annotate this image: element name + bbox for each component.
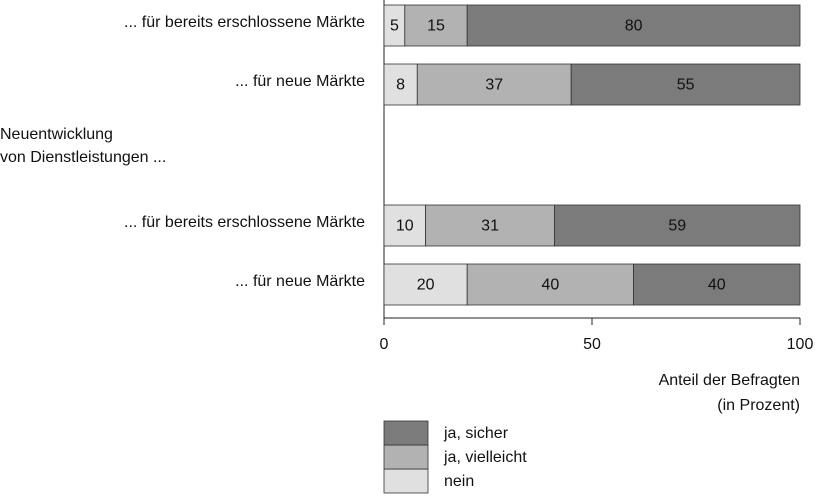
bar-segment bbox=[404, 4, 468, 47]
y-tick-label: ... für bereits erschlossene Märkte bbox=[124, 14, 365, 31]
legend-swatch bbox=[383, 468, 429, 494]
x-tick-label: 50 bbox=[583, 336, 601, 353]
data-label: 37 bbox=[485, 77, 503, 94]
y-tick-label: ... für bereits erschlossene Märkte bbox=[124, 214, 365, 231]
data-label: 40 bbox=[542, 277, 560, 294]
bar-segment bbox=[554, 204, 801, 247]
bar-segment bbox=[570, 63, 801, 106]
group-label: Neuentwicklung bbox=[0, 126, 113, 143]
data-label: 80 bbox=[625, 18, 643, 35]
data-label: 5 bbox=[390, 18, 399, 35]
data-label: 20 bbox=[417, 277, 435, 294]
data-label: 59 bbox=[668, 218, 686, 235]
legend-label: ja, sicher bbox=[443, 425, 509, 442]
y-tick-label: ... für neue Märkte bbox=[235, 273, 365, 290]
legend-swatch bbox=[383, 420, 429, 446]
axis-title: (in Prozent) bbox=[717, 397, 800, 414]
data-label: 15 bbox=[427, 18, 445, 35]
data-label: 8 bbox=[396, 77, 405, 94]
data-label: 40 bbox=[708, 277, 726, 294]
data-label: 31 bbox=[481, 218, 499, 235]
group-label: von Dienstleistungen ... bbox=[0, 149, 166, 166]
x-tick-label: 100 bbox=[787, 336, 814, 353]
data-label: 55 bbox=[677, 77, 695, 94]
bar-segment bbox=[383, 263, 468, 306]
legend-label: ja, vielleicht bbox=[443, 449, 527, 466]
axis-title: Anteil der Befragten bbox=[659, 372, 800, 389]
y-tick-label: ... für neue Märkte bbox=[235, 73, 365, 90]
legend-swatch bbox=[383, 444, 429, 470]
bar-segment bbox=[466, 4, 801, 47]
data-label: 10 bbox=[396, 218, 414, 235]
legend-label: nein bbox=[444, 473, 474, 490]
bar-segment bbox=[633, 263, 801, 306]
bar-segment bbox=[425, 204, 555, 247]
bar-segment bbox=[383, 204, 426, 247]
x-tick-label: 0 bbox=[380, 336, 389, 353]
